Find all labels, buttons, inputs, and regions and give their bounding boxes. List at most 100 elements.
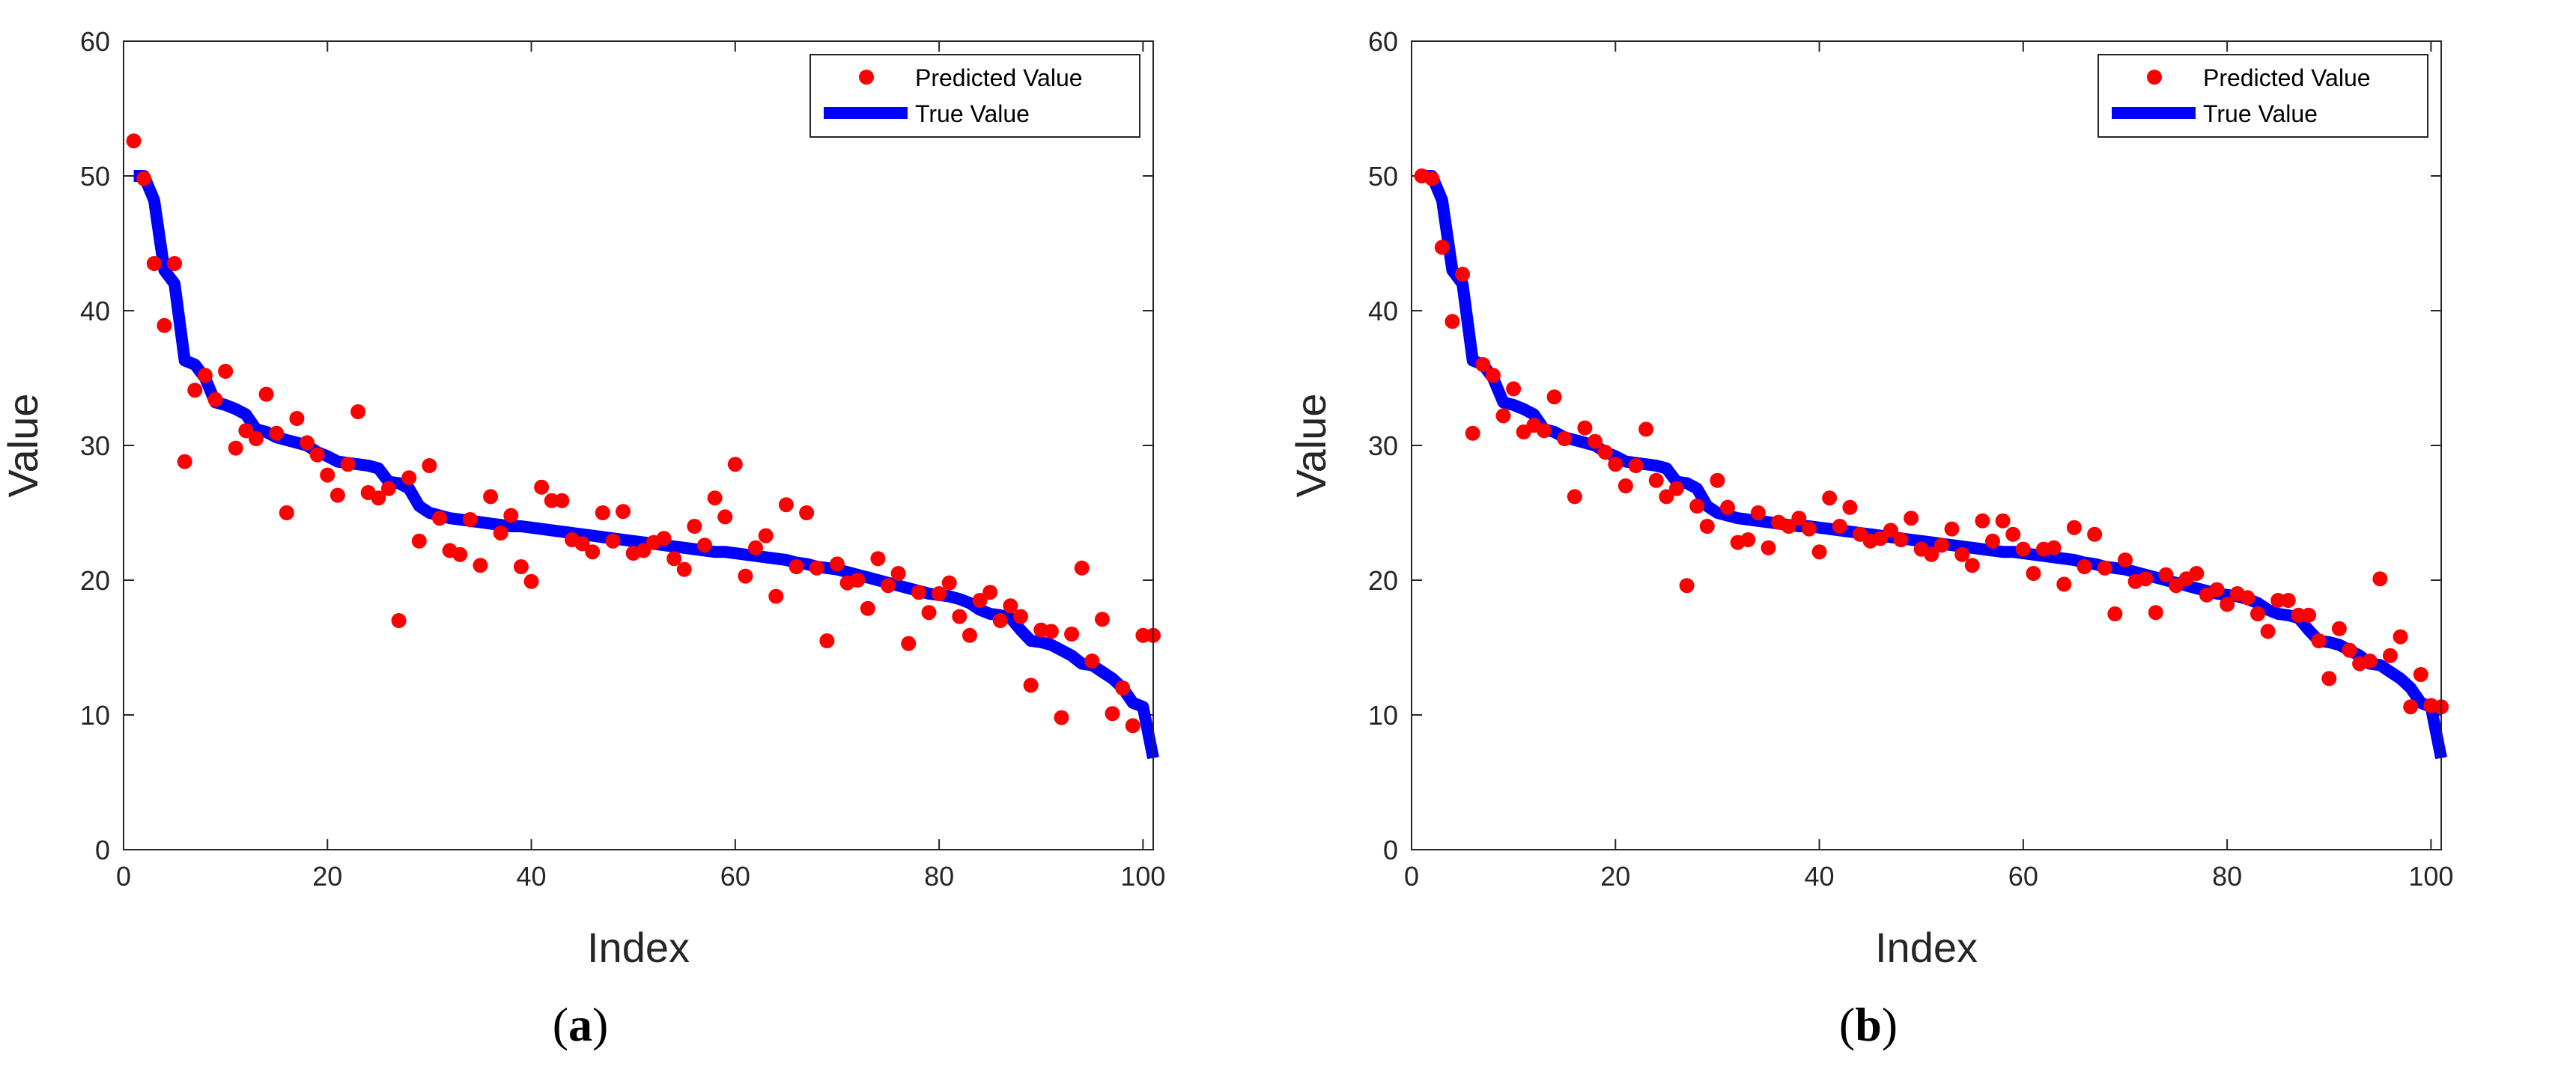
y-tick-label: 60 (1368, 26, 1398, 57)
predicted-point (870, 551, 886, 567)
predicted-point (2107, 606, 2123, 621)
predicted-point (1608, 457, 1623, 472)
predicted-point (2209, 582, 2225, 597)
predicted-point (890, 566, 906, 581)
predicted-point (2097, 560, 2112, 576)
predicted-point (157, 317, 172, 333)
predicted-point (1546, 389, 1562, 405)
predicted-point (727, 457, 743, 472)
y-tick-label: 20 (80, 565, 110, 596)
x-tick-label: 100 (1120, 861, 1165, 892)
predicted-point (2189, 566, 2205, 581)
chart-panel-b: 0 20 40 60 80 100 0 10 20 30 40 50 60 Index Value Predi… (1288, 26, 2453, 1051)
predicted-point (1944, 521, 1960, 537)
predicted-point (411, 533, 427, 549)
predicted-point (850, 573, 866, 588)
predicted-point (218, 364, 234, 379)
predicted-point (1648, 472, 1664, 488)
predicted-point (167, 256, 183, 271)
predicted-point (921, 605, 937, 621)
predicted-point (503, 508, 519, 523)
y-axis-label: Value (1288, 393, 1334, 497)
predicted-point (1842, 499, 1858, 515)
predicted-point (911, 585, 926, 600)
predicted-point (238, 423, 254, 439)
predicted-point (1588, 433, 1603, 449)
predicted-point (1995, 513, 2011, 529)
predicted-point (962, 627, 977, 643)
predicted-point (258, 386, 274, 402)
legend-predicted-label: Predicted Value (2203, 64, 2371, 91)
predicted-point (1720, 499, 1736, 515)
predicted-point (2148, 605, 2163, 621)
y-tick-label: 10 (80, 700, 110, 731)
predicted-point (1465, 425, 1480, 441)
predicted-point (789, 559, 804, 574)
predicted-point (982, 585, 998, 600)
predicted-point (422, 458, 437, 473)
predicted-point (2250, 606, 2265, 621)
predicted-point (2331, 621, 2347, 636)
predicted-point (329, 487, 345, 503)
y-tick-label: 40 (1368, 296, 1398, 326)
caption-open: ( (1839, 998, 1855, 1051)
predicted-point (1638, 421, 1654, 437)
predicted-point (1064, 627, 1080, 642)
predicted-point (2382, 648, 2398, 663)
predicted-point (1557, 431, 1573, 446)
legend: Predicted Value True Value (2097, 54, 2428, 138)
predicted-point (1054, 710, 1069, 725)
predicted-point (2260, 624, 2276, 639)
predicted-point (1445, 314, 1460, 329)
y-tick-label: 50 (1368, 161, 1398, 192)
y-axis-label: Value (0, 393, 46, 497)
predicted-point (1832, 519, 1847, 534)
predicted-point (432, 511, 448, 526)
predicted-point (1822, 490, 1838, 506)
x-tick-label: 80 (2212, 861, 2242, 892)
predicted-point (972, 593, 988, 608)
panel-caption: (b) (1839, 998, 1898, 1051)
predicted-point (748, 540, 764, 555)
predicted-point (1964, 558, 1980, 573)
predicted-point (371, 490, 386, 506)
predicted-point (391, 613, 407, 628)
predicted-point (452, 546, 468, 562)
predicted-point (2087, 526, 2103, 542)
plot-frame (1411, 40, 2442, 850)
predicted-point (126, 133, 142, 149)
predicted-point (554, 493, 570, 508)
predicted-point (1043, 624, 1059, 639)
predicted-point (696, 538, 712, 553)
predicted-point (1125, 718, 1140, 734)
predicted-point (932, 586, 947, 601)
predicted-point (901, 636, 917, 651)
predicted-point (1003, 598, 1018, 614)
legend-predicted-label: Predicted Value (915, 64, 1083, 91)
predicted-value-points (126, 133, 1161, 734)
x-tick-label: 20 (312, 861, 342, 892)
predicted-point (462, 512, 478, 527)
predicted-point (860, 600, 875, 616)
predicted-point (1791, 511, 1807, 526)
predicted-point (1628, 458, 1644, 473)
chart-panel-a: 0 20 40 60 80 100 0 10 20 30 40 50 60 Index Value Predi… (0, 26, 1165, 1051)
y-tick-label: 30 (80, 430, 110, 461)
caption-letter: a (568, 998, 592, 1051)
predicted-point (320, 467, 335, 483)
predicted-point (1424, 171, 1440, 186)
predicted-point (269, 425, 285, 441)
legend-box (809, 54, 1140, 138)
predicted-point (1904, 511, 1919, 526)
predicted-point (1873, 531, 1889, 546)
predicted-point (340, 457, 356, 472)
predicted-point (1475, 357, 1491, 372)
predicted-point (493, 526, 508, 540)
predicted-point (605, 533, 621, 549)
predicted-point (146, 256, 162, 271)
predicted-point (1495, 408, 1511, 424)
predicted-point (1801, 521, 1817, 537)
predicted-point (1924, 546, 1939, 562)
predicted-point (2342, 642, 2357, 658)
predicted-point (2311, 633, 2327, 648)
